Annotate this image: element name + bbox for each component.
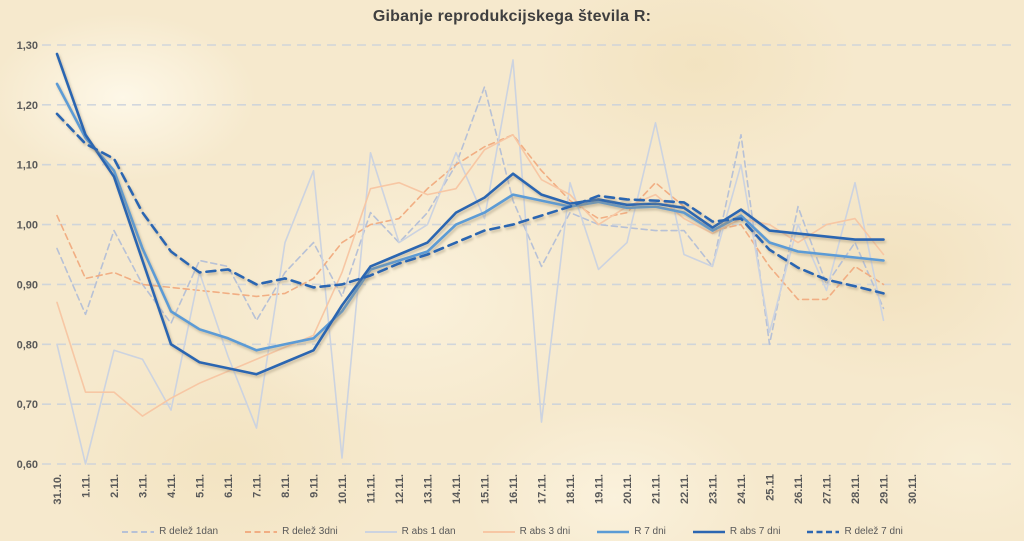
series-line-r-abs-7-dni [55, 52, 885, 376]
x-axis-tick-label: 5.11. [195, 474, 207, 498]
legend-marker-line [364, 530, 397, 533]
x-axis-tick-label: 18.11. [565, 474, 577, 504]
x-axis-tick-label: 1.11. [81, 474, 93, 498]
x-axis-tick-label: 8.11. [280, 474, 292, 498]
legend-marker-line [245, 530, 278, 533]
legend-marker-line [122, 530, 155, 533]
x-axis-tick-label: 25.11 [765, 474, 777, 501]
x-axis-tick-label: 9.11. [309, 474, 321, 498]
x-axis-tick-label: 15.11. [480, 474, 492, 504]
x-axis-tick-label: 28.11. [850, 474, 862, 504]
x-axis-tick-label: 2.11. [109, 474, 121, 498]
y-axis-tick-label: 1,30 [17, 40, 38, 52]
legend-item: R abs 1 dan [364, 526, 456, 537]
legend-label: R abs 3 dni [519, 526, 571, 537]
legend-marker-line [807, 530, 840, 533]
x-axis-tick-label: 6.11. [223, 474, 235, 498]
x-axis-tick-label: 22.11. [679, 474, 691, 504]
x-axis-tick-label: 30.11. [907, 474, 919, 504]
x-axis-tick-label: 11.11. [366, 474, 378, 503]
legend-label: R delež 1dan [159, 526, 219, 537]
x-axis-tick-label: 16.11. [508, 474, 520, 504]
x-axis-tick-label: 13.11. [423, 474, 435, 504]
x-axis-tick-label: 10.11. [337, 474, 349, 504]
x-axis-tick-label: 23.11. [708, 474, 720, 504]
legend-label: R 7 dni [634, 526, 666, 537]
series-line-r-7-dni [55, 82, 885, 352]
legend-item: R delež 3dni [244, 526, 338, 537]
x-axis-tick-label: 7.11. [252, 474, 264, 498]
y-axis-tick-label: 1,00 [17, 220, 38, 232]
x-axis-tick-label: 14.11. [451, 474, 463, 504]
chart-title: Gibanje reprodukcijskega števila R: [372, 8, 652, 25]
x-axis-tick-label: 17.11. [537, 474, 549, 504]
y-axis-tick-label: 0,70 [17, 399, 38, 411]
legend-label: R abs 7 dni [729, 526, 781, 537]
y-axis-tick-label: 0,80 [17, 339, 38, 351]
series-line-r-dele-3dni [56, 133, 885, 301]
legend-marker-line [692, 530, 725, 533]
x-axis-tick-label: 29.11. [879, 474, 891, 504]
y-axis-tick-label: 1,10 [17, 160, 38, 172]
legend-item: R abs 7 dni [692, 526, 781, 537]
legend-marker-line [597, 530, 630, 533]
legend-label: R delež 7 dni [844, 526, 903, 537]
legend-item: R delež 1dan [121, 526, 218, 537]
x-axis-tick-label: 27.11. [822, 474, 834, 504]
chart-legend: R delež 1dan R delež 3dni R abs 1 dan R abs… [0, 526, 1024, 537]
legend-marker-line [482, 530, 515, 533]
series-line-r-dele-7-dni [55, 112, 885, 295]
x-axis-tick-label: 3.11. [138, 474, 150, 498]
x-axis-tick-label: 24.11. [736, 474, 748, 504]
y-axis-tick-label: 0,60 [17, 459, 38, 471]
series-line-r-abs-1-dan [56, 59, 885, 465]
x-axis-tick-label: 12.11. [394, 474, 406, 504]
legend-item: R 7 dni [596, 526, 666, 537]
x-axis-tick-label: 4.11. [166, 474, 178, 498]
legend-label: R abs 1 dan [401, 526, 456, 537]
x-axis-tick-label: 19.11. [594, 474, 606, 504]
legend-item: R delež 7 dni [806, 526, 903, 537]
x-axis-tick-label: 26.11. [793, 474, 805, 504]
series-line-r-dele-1dan [56, 86, 885, 346]
y-axis-tick-label: 1,20 [17, 100, 38, 112]
legend-label: R delež 3dni [282, 526, 338, 537]
x-axis-tick-label: 20.11. [622, 474, 634, 504]
x-axis-tick-label: 21.11. [651, 474, 663, 504]
y-axis-tick-label: 0,90 [17, 279, 38, 291]
legend-item: R abs 3 dni [482, 526, 571, 537]
x-axis-tick-label: 31.10. [52, 474, 64, 505]
